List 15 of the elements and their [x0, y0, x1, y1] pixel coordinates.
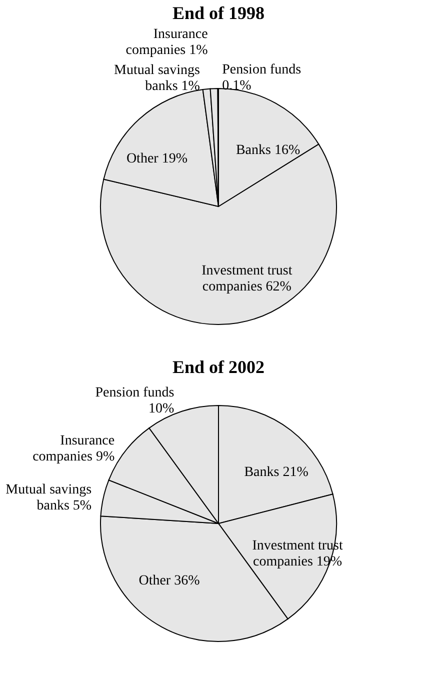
slice-label: Banks 21% [244, 465, 309, 480]
chart-title: End of 2002 [172, 357, 265, 377]
data-label: 0.1% [222, 78, 252, 94]
slice-label: Mutual savings banks 1% [114, 63, 200, 94]
slice-label: Pension funds [95, 386, 174, 401]
slice-label: Mutual savings banks 5% [6, 482, 92, 514]
slice-label: Banks 16% [236, 142, 300, 158]
slice-label: Pension funds [222, 62, 302, 78]
data-label: 10% [148, 402, 175, 417]
slice-label: Insurance companies 9% [32, 434, 115, 465]
slice-label: Other 19% [126, 151, 188, 166]
slice-label: Insurance companies 1% [126, 27, 208, 58]
slice-label: Investment trust companies 62% [202, 264, 292, 295]
slice-label: Other 36% [138, 573, 200, 588]
chart-title: End of 1998 [172, 3, 265, 24]
